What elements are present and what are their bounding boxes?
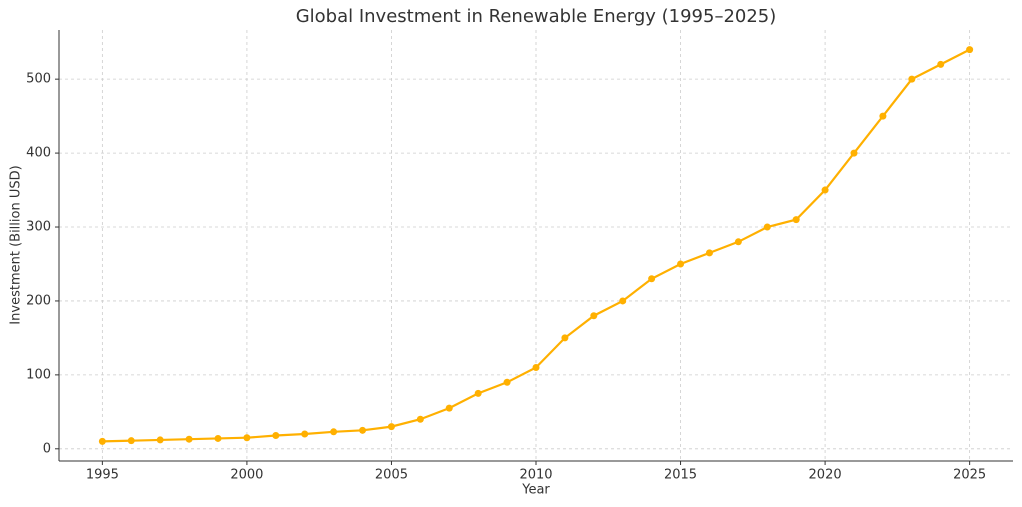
y-tick-label: 500 [26,72,51,87]
point [330,428,338,436]
point [185,435,193,443]
point [127,437,135,445]
point [619,297,627,305]
x-tick-label: 1995 [86,468,119,483]
y-tick-label: 300 [26,220,51,235]
y-tick-label: 100 [26,367,51,382]
point [474,389,482,397]
point [272,431,280,439]
x-tick-label: 2010 [519,468,552,483]
y-axis-label: Investment (Billion USD) [9,165,24,324]
y-tick-label: 200 [26,293,51,308]
point [359,426,367,434]
x-tick-label: 2000 [230,468,263,483]
x-tick-label: 2005 [375,468,408,483]
point [214,434,222,442]
point [677,260,685,268]
point [850,149,858,157]
x-tick-label: 2025 [953,468,986,483]
point [734,238,742,246]
y-tick-label: 400 [26,146,51,161]
x-axis-label: Year [521,483,550,498]
point [532,363,540,371]
point [705,249,713,257]
point [416,415,424,423]
point [908,75,916,83]
point [561,334,569,342]
x-tick-label: 2020 [809,468,842,483]
point [387,423,395,431]
x-tick-label: 2015 [664,468,697,483]
point [648,275,656,283]
point [792,216,800,224]
point [879,112,887,120]
point [821,186,829,194]
point [937,60,945,68]
point [156,436,164,444]
point [301,430,309,438]
point [243,434,251,442]
point [590,312,598,320]
point [763,223,771,231]
point [503,378,511,386]
point [445,404,453,412]
y-tick-label: 0 [43,441,51,456]
point [966,46,974,54]
point [98,437,106,445]
chart-title: Global Investment in Renewable Energy (1… [296,6,777,27]
